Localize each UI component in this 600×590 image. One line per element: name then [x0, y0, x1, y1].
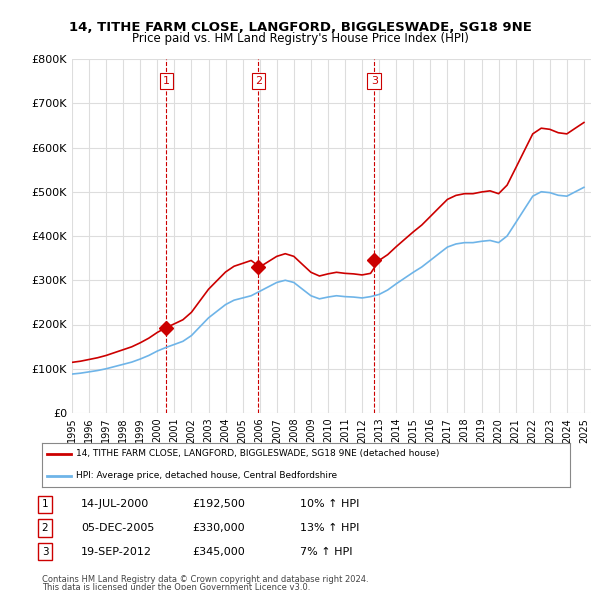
Text: Price paid vs. HM Land Registry's House Price Index (HPI): Price paid vs. HM Land Registry's House … [131, 32, 469, 45]
Text: 1: 1 [41, 500, 49, 509]
Text: 3: 3 [371, 76, 378, 86]
Text: 14-JUL-2000: 14-JUL-2000 [81, 500, 149, 509]
Text: £330,000: £330,000 [192, 523, 245, 533]
Text: 19-SEP-2012: 19-SEP-2012 [81, 547, 152, 556]
Text: £192,500: £192,500 [192, 500, 245, 509]
Text: 05-DEC-2005: 05-DEC-2005 [81, 523, 154, 533]
Text: 13% ↑ HPI: 13% ↑ HPI [300, 523, 359, 533]
Text: 3: 3 [41, 547, 49, 556]
Text: 2: 2 [255, 76, 262, 86]
Text: 14, TITHE FARM CLOSE, LANGFORD, BIGGLESWADE, SG18 9NE (detached house): 14, TITHE FARM CLOSE, LANGFORD, BIGGLESW… [76, 449, 440, 458]
Text: 7% ↑ HPI: 7% ↑ HPI [300, 547, 353, 556]
Text: 1: 1 [163, 76, 170, 86]
Text: 14, TITHE FARM CLOSE, LANGFORD, BIGGLESWADE, SG18 9NE: 14, TITHE FARM CLOSE, LANGFORD, BIGGLESW… [68, 21, 532, 34]
Text: Contains HM Land Registry data © Crown copyright and database right 2024.: Contains HM Land Registry data © Crown c… [42, 575, 368, 584]
Text: 2: 2 [41, 523, 49, 533]
Text: This data is licensed under the Open Government Licence v3.0.: This data is licensed under the Open Gov… [42, 583, 310, 590]
Text: HPI: Average price, detached house, Central Bedfordshire: HPI: Average price, detached house, Cent… [76, 471, 337, 480]
Text: £345,000: £345,000 [192, 547, 245, 556]
Text: 10% ↑ HPI: 10% ↑ HPI [300, 500, 359, 509]
